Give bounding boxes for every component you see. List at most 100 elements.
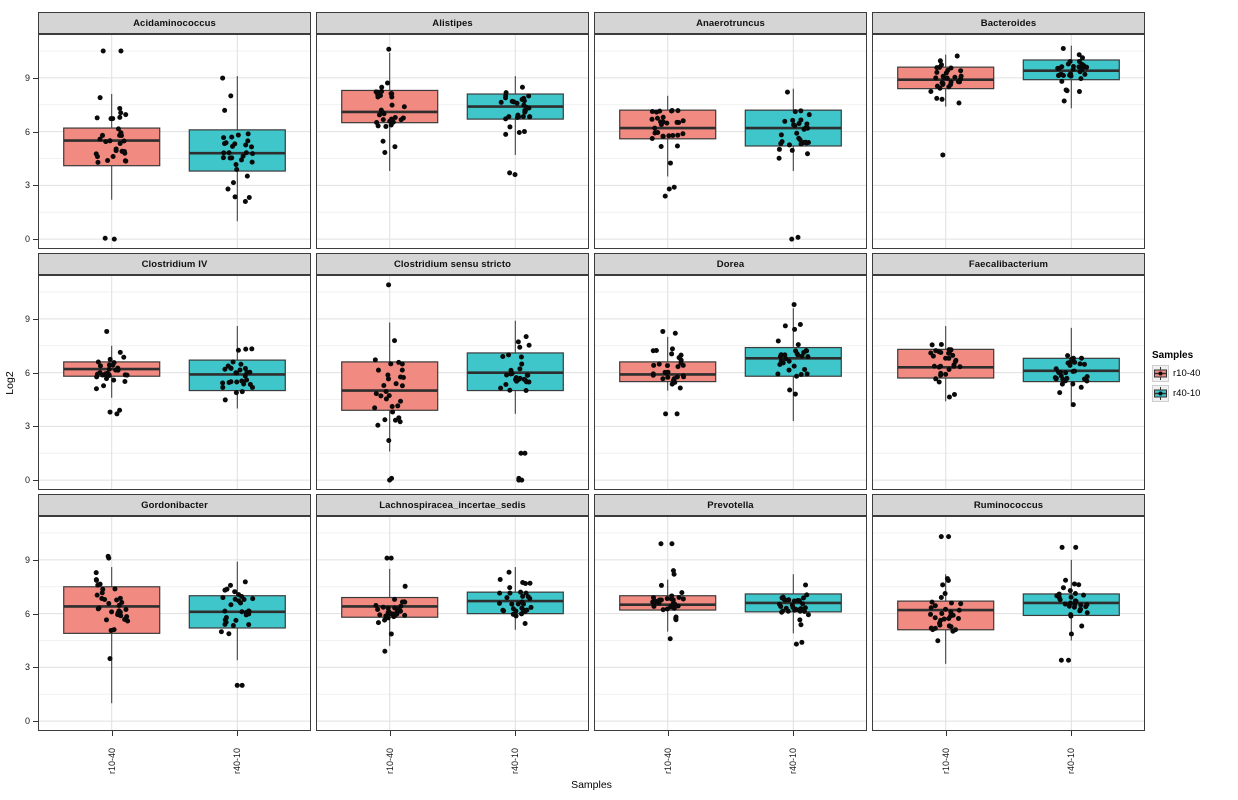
- x-tick-label-r10-40: r10-40: [940, 748, 951, 775]
- facet-strip-bacteroides: Bacteroides: [872, 12, 1145, 34]
- jitter-points-r10-40: [650, 328, 687, 417]
- y-axis-title: Log2: [4, 371, 16, 395]
- legend-item-r40-10: r40-10: [1152, 385, 1238, 402]
- x-tick-mark: [515, 731, 517, 736]
- boxplot-r10-40: [897, 326, 995, 402]
- y-tick-mark: [33, 480, 38, 482]
- y-tick-label: 6: [24, 126, 30, 137]
- x-tick-mark: [111, 731, 113, 736]
- legend-label: r40-10: [1173, 388, 1201, 399]
- x-tick-label-r40-10: r40-10: [510, 748, 521, 775]
- legend-item-r10-40: r10-40: [1152, 365, 1238, 382]
- y-tick-label: 6: [24, 367, 30, 378]
- jitter-points-r10-40: [928, 342, 963, 400]
- facet-strip-gordonibacter: Gordonibacter: [38, 494, 311, 516]
- y-tick-mark: [33, 185, 38, 187]
- jitter-points-r10-40: [93, 48, 129, 242]
- legend: Samples r10-40 r40-10: [1152, 350, 1238, 402]
- y-tick-label: 3: [24, 180, 30, 191]
- legend-items: r10-40 r40-10: [1152, 365, 1238, 402]
- jitter-points-r40-10: [496, 569, 534, 627]
- boxplot-r10-40: [897, 574, 995, 664]
- x-tick-mark: [237, 731, 239, 736]
- jitter-points-r40-10: [220, 346, 255, 403]
- y-tick-mark: [33, 721, 38, 723]
- facet-strip-faecalibacterium: Faecalibacterium: [872, 253, 1145, 275]
- y-tick-mark: [33, 131, 38, 133]
- jitter-points-r10-40: [372, 282, 406, 483]
- facet-strip-anaerotruncus: Anaerotruncus: [594, 12, 867, 34]
- y-tick-label: 3: [24, 662, 30, 673]
- jitter-points-r10-40: [928, 534, 964, 644]
- boxplot-r10-40: [619, 579, 717, 632]
- boxplot-r40-10: [466, 320, 564, 414]
- x-tick-label-r10-40: r10-40: [662, 748, 673, 775]
- facet-panel-ruminococcus: [872, 516, 1145, 731]
- y-tick-mark: [33, 667, 38, 669]
- facet-panel-faecalibacterium: [872, 275, 1145, 490]
- y-tick-mark: [33, 559, 38, 561]
- x-tick-label-r40-10: r40-10: [788, 748, 799, 775]
- x-tick-mark: [1071, 731, 1073, 736]
- facet-strip-acidaminococcus: Acidaminococcus: [38, 12, 311, 34]
- jitter-points-r10-40: [649, 107, 686, 199]
- x-tick-mark: [945, 731, 947, 736]
- y-tick-label: 0: [24, 234, 30, 245]
- jitter-points-r40-10: [498, 84, 533, 178]
- boxplot-r40-10: [466, 76, 564, 155]
- x-tick-mark: [667, 731, 669, 736]
- y-tick-mark: [33, 613, 38, 615]
- jitter-points-r40-10: [776, 582, 811, 647]
- boxplot-r10-40: [63, 94, 161, 200]
- jitter-points-r40-10: [1055, 46, 1090, 104]
- jitter-points-r40-10: [776, 89, 812, 242]
- facet-panel-alistipes: [316, 34, 589, 249]
- x-tick-label-r40-10: r40-10: [1066, 748, 1077, 775]
- y-tick-mark: [33, 318, 38, 320]
- y-tick-mark: [33, 239, 38, 241]
- jitter-points-r10-40: [373, 555, 408, 654]
- y-tick-label: 6: [24, 608, 30, 619]
- facet-panel-clostridium-sensu-stricto: [316, 275, 589, 490]
- facet-strip-clostridium-sensu-stricto: Clostridium sensu stricto: [316, 253, 589, 275]
- facet-panel-gordonibacter: [38, 516, 311, 731]
- x-tick-mark: [793, 731, 795, 736]
- jitter-points-r10-40: [93, 328, 130, 417]
- y-tick-label: 9: [24, 313, 30, 324]
- facet-panel-bacteroides: [872, 34, 1145, 249]
- y-tick-label: 3: [24, 421, 30, 432]
- jitter-points-r40-10: [220, 75, 256, 204]
- facet-panel-lachnospiracea-incertae-sedis: [316, 516, 589, 731]
- jitter-points-r10-40: [373, 46, 407, 156]
- x-axis-title: Samples: [571, 779, 612, 791]
- y-tick-mark: [33, 77, 38, 79]
- jitter-points-r40-10: [1052, 353, 1090, 408]
- facet-strip-prevotella: Prevotella: [594, 494, 867, 516]
- legend-title: Samples: [1152, 350, 1194, 361]
- y-tick-label: 9: [24, 554, 30, 565]
- facet-panel-dorea: [594, 275, 867, 490]
- legend-key-boxplot-icon: [1152, 365, 1169, 382]
- boxplot-r40-10: [744, 308, 842, 422]
- facet-strip-clostridium-iv: Clostridium IV: [38, 253, 311, 275]
- facet-strip-alistipes: Alistipes: [316, 12, 589, 34]
- x-tick-label-r10-40: r10-40: [106, 748, 117, 775]
- jitter-points-r10-40: [93, 553, 131, 662]
- facet-panel-acidaminococcus: [38, 34, 311, 249]
- y-tick-mark: [33, 372, 38, 374]
- y-tick-label: 9: [24, 72, 30, 83]
- y-tick-label: 0: [24, 475, 30, 486]
- y-tick-label: 0: [24, 716, 30, 727]
- facet-strip-dorea: Dorea: [594, 253, 867, 275]
- boxplot-r40-10: [466, 567, 564, 630]
- x-tick-label-r10-40: r10-40: [384, 748, 395, 775]
- jitter-points-r40-10: [218, 579, 256, 688]
- x-tick-label-r40-10: r40-10: [232, 748, 243, 775]
- facet-panel-anaerotruncus: [594, 34, 867, 249]
- legend-label: r10-40: [1173, 368, 1201, 379]
- jitter-points-r10-40: [928, 53, 964, 158]
- y-tick-mark: [33, 426, 38, 428]
- facet-panel-clostridium-iv: [38, 275, 311, 490]
